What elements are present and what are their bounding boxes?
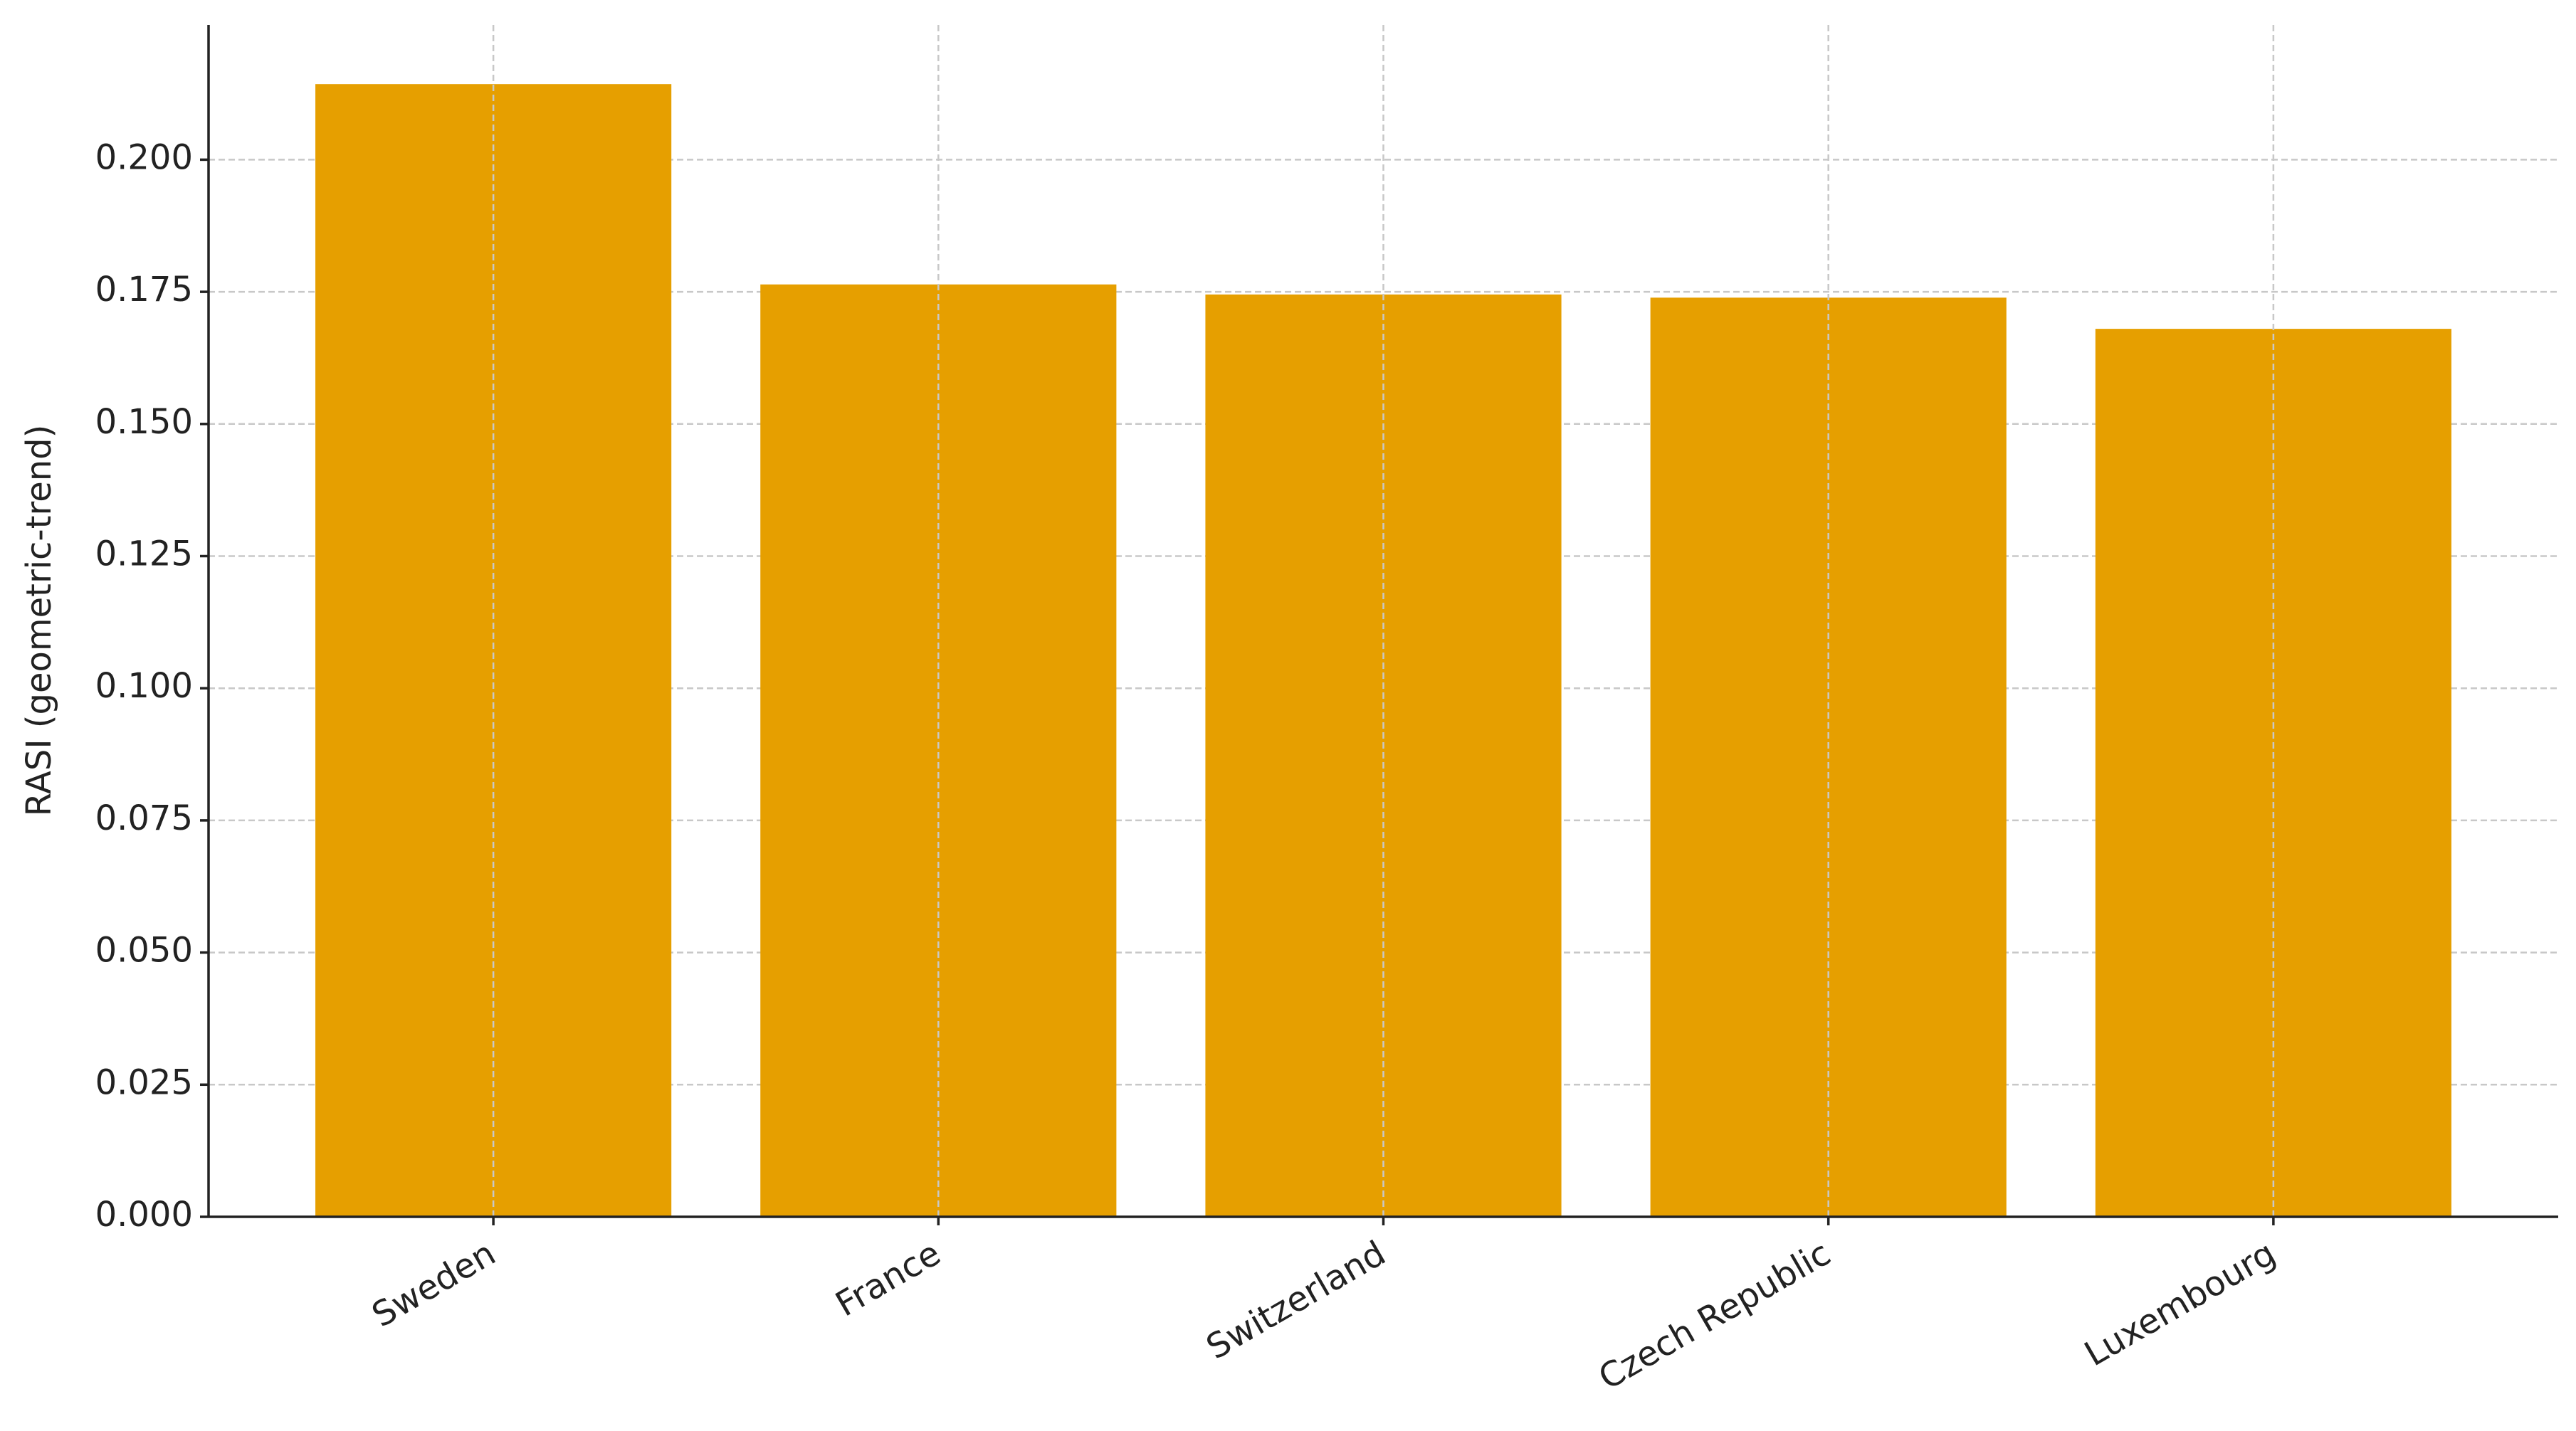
y-axis-label: RASI (geometric-trend): [19, 425, 59, 817]
x-tick-label: Switzerland: [1200, 1233, 1392, 1367]
y-tick-label: 0.000: [95, 1195, 193, 1235]
y-tick-label: 0.125: [95, 534, 193, 574]
x-tick-label: Czech Republic: [1592, 1233, 1838, 1398]
y-tick-label: 0.050: [95, 931, 193, 971]
x-tick-label: Luxembourg: [2078, 1233, 2282, 1374]
bar: [315, 84, 672, 1218]
x-tick-label: Sweden: [365, 1233, 502, 1335]
y-tick-label: 0.025: [95, 1062, 193, 1102]
y-tick-label: 0.075: [95, 798, 193, 838]
x-tick-label: France: [829, 1233, 947, 1324]
y-tick-label: 0.200: [95, 137, 193, 177]
y-tick-label: 0.175: [95, 270, 193, 310]
y-tick-label: 0.150: [95, 402, 193, 442]
y-tick-label: 0.100: [95, 666, 193, 706]
